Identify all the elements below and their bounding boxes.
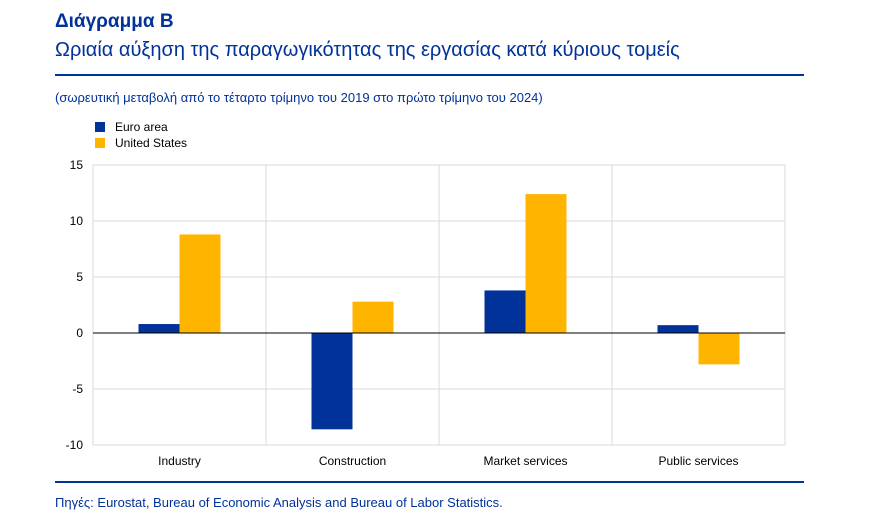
x-tick-label: Public services (658, 454, 738, 468)
bottom-rule (55, 481, 804, 483)
bar-chart: 15 10 5 0 -5 -10 Industry Construction Market se… (0, 0, 885, 529)
bar-united-states-industry (180, 234, 221, 333)
y-tick-label: -10 (66, 438, 84, 452)
y-tick-label: 15 (70, 158, 84, 172)
y-tick-label: 0 (76, 326, 83, 340)
bar-united-states-construction (353, 302, 394, 333)
source-note: Πηγές: Eurostat, Bureau of Economic Anal… (55, 495, 503, 510)
bar-euro-area-public-services (658, 325, 699, 333)
bar-united-states-market-services (526, 194, 567, 333)
bar-euro-area-construction (312, 333, 353, 429)
bar-euro-area-market-services (485, 290, 526, 333)
x-tick-label: Industry (158, 454, 201, 468)
y-tick-label: -5 (72, 382, 83, 396)
x-tick-label: Market services (483, 454, 567, 468)
y-tick-label: 10 (70, 214, 84, 228)
bar-united-states-public-services (699, 333, 740, 364)
bar-euro-area-industry (139, 324, 180, 333)
y-tick-label: 5 (76, 270, 83, 284)
x-tick-label: Construction (319, 454, 386, 468)
